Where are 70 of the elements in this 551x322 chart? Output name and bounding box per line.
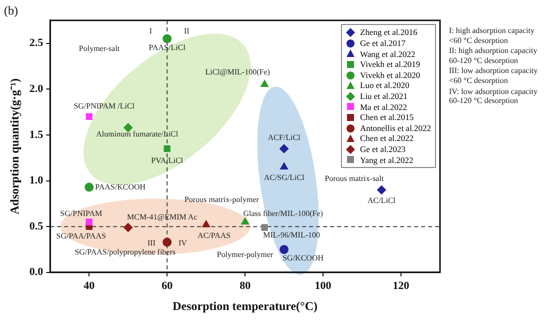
annotation: Porous matrix-salt [324, 174, 384, 183]
text: IV: low adsorption capacity 60-120 °C desorption [449, 86, 538, 106]
text: I: high adsorption capacity <60 °C desorption [449, 26, 536, 46]
legend-label: Zheng et al.2016 [360, 27, 418, 38]
annotation: SG/PAAS/polypropylene fibers [74, 247, 176, 256]
legend-label: Luo et al.2020 [360, 80, 410, 91]
y-tick-label: 0.0 [29, 266, 44, 278]
legend-label: Ge et al.2017 [360, 38, 406, 49]
annotation: AC/LiCl [368, 196, 396, 206]
legend-label: Liu et al.2021 [360, 90, 408, 102]
legend-label: Ma et al.2022 [360, 102, 407, 112]
point [202, 220, 210, 228]
point [84, 182, 94, 192]
legend-label: Wang et al.2022 [360, 48, 416, 60]
point [261, 224, 268, 231]
y-tick-label: 2.5 [29, 37, 44, 50]
point [86, 218, 92, 226]
annotation: MCM-41@EMIM Ac [126, 212, 198, 222]
text: III: low adsorption capacity <60 °C desorption [449, 66, 538, 86]
point [260, 80, 269, 88]
text: II: high adsorption capacity 60-120 °C desorption [449, 46, 538, 66]
point [241, 218, 250, 224]
x-tick-label: 60 [162, 280, 174, 292]
point [164, 145, 170, 152]
annotation: Porous matrix-polymer [184, 195, 260, 204]
point [377, 185, 386, 194]
x-tick-label: 100 [314, 280, 332, 292]
y-tick-label: 1.0 [29, 174, 44, 187]
y-tick-label: 1.5 [29, 128, 44, 141]
chart-title: (b) [4, 3, 18, 18]
legend-label: Vivekh et al.2019 [360, 59, 420, 70]
annotation: II [184, 26, 190, 36]
annotation: Glass fiber/MIL-100(Fe) [243, 209, 324, 218]
annotation: PVA/LiCl [151, 156, 184, 165]
annotation: LiCl@MIL-100(Fe) [205, 68, 270, 77]
legend-label: Yang et al.2022 [360, 154, 414, 166]
annotation: IV [178, 238, 188, 248]
y-axis-title: Adsorption quantity(g·g⁻¹) [7, 78, 22, 214]
point [162, 238, 172, 247]
point [124, 223, 133, 232]
annotation: PAAS/KCOOH [95, 182, 146, 192]
annotation: SG/PNIPAM [60, 209, 102, 218]
legend-label: Ge et al.2023 [360, 144, 406, 155]
legend-label: Antonellis et al.2022 [360, 122, 432, 134]
x-tick-label: 80 [240, 280, 252, 292]
legend-label: Chen et al.2022 [360, 133, 414, 144]
annotation: Polymer-polymer [216, 250, 274, 259]
point [280, 162, 288, 170]
annotation: AC/PAAS [198, 230, 231, 240]
point [280, 144, 289, 154]
annotation: AC/SG/LiCl [264, 173, 306, 182]
annotation: SG/PNIPAM /LiCl [74, 102, 136, 111]
y-tick-label: 2.0 [29, 82, 44, 95]
annotation: SG/KCOOH [282, 254, 324, 263]
legend-label: Chen et al.2015 [360, 112, 414, 123]
annotation: I [149, 26, 152, 36]
point [280, 244, 289, 254]
point [86, 113, 92, 120]
annotation: Polymer-salt [78, 44, 120, 53]
annotation: SG/PAA/PAAS [56, 232, 106, 241]
annotation: III [148, 238, 156, 248]
y-tick-label: 0.5 [29, 220, 44, 232]
x-tick-label: 120 [392, 280, 410, 292]
annotation: MIL-96/MIL-100 [263, 230, 320, 240]
x-tick-label: 40 [84, 280, 96, 292]
legend-label: Vivekh et al.2020 [360, 70, 420, 80]
point [162, 34, 172, 44]
annotation: ACF/LiCl [268, 132, 302, 142]
annotation: PAAS/LiCl [148, 42, 186, 52]
x-axis-title: Desorption temperature(°C) [172, 298, 318, 313]
